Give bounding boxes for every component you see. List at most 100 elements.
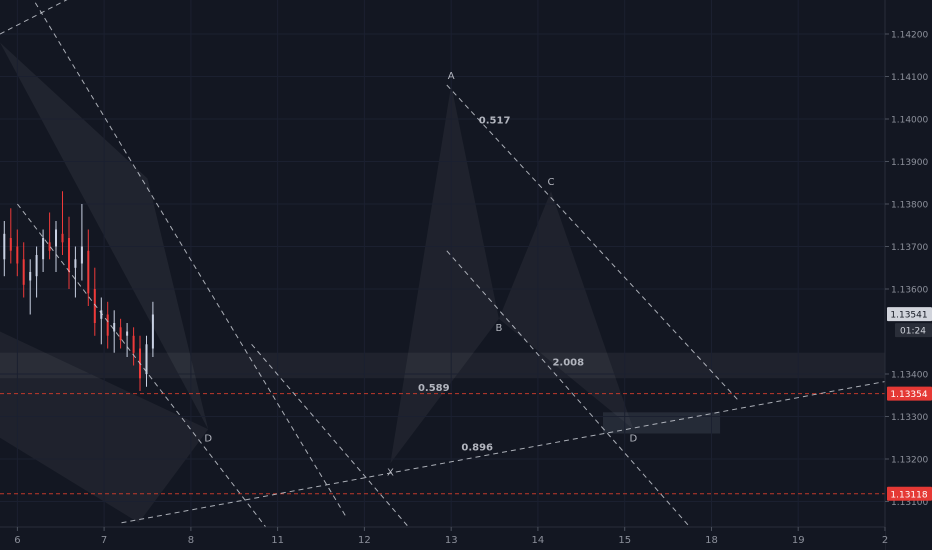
price-tick-label: 1.14000 bbox=[891, 116, 928, 126]
fib-ratio-label: 0.589 bbox=[418, 383, 450, 394]
price-tick-label: 1.13100 bbox=[891, 498, 928, 508]
price-badges: 1.13541 01:24 1.13354 1.13118 bbox=[887, 307, 932, 501]
candle bbox=[22, 242, 25, 298]
time-tick-label: 13 bbox=[445, 535, 458, 546]
time-tick-label: 7 bbox=[101, 535, 107, 546]
price-axis-panel[interactable] bbox=[885, 0, 932, 550]
pattern-labels: A B C D X D 0.517 2.008 0.589 0.896 bbox=[204, 71, 637, 478]
candle-body bbox=[74, 259, 77, 268]
candle bbox=[35, 246, 38, 298]
trendlines[interactable] bbox=[0, 0, 903, 532]
time-tick-label: 18 bbox=[705, 535, 718, 546]
price-tick-label: 1.13800 bbox=[891, 201, 928, 211]
candle-body bbox=[22, 259, 25, 285]
time-tick-label: 15 bbox=[618, 535, 631, 546]
candle bbox=[29, 259, 32, 315]
candle-body bbox=[93, 289, 96, 323]
candle bbox=[151, 301, 154, 357]
price-tick-label: 1.13900 bbox=[891, 158, 928, 168]
trendline-1[interactable] bbox=[446, 250, 691, 528]
price-tick-label: 1.13700 bbox=[891, 243, 928, 253]
pattern-triangle-xab bbox=[390, 85, 499, 464]
candle-body bbox=[145, 344, 148, 375]
candle bbox=[93, 267, 96, 336]
candle-body bbox=[16, 246, 19, 264]
trendline-2[interactable] bbox=[26, 0, 348, 519]
candle-body bbox=[9, 238, 12, 251]
candle-body bbox=[106, 314, 109, 336]
countdown-label: 01:24 bbox=[900, 327, 926, 337]
candle-body bbox=[80, 246, 83, 264]
candle-body bbox=[126, 331, 129, 336]
candle bbox=[9, 208, 12, 264]
candle-body bbox=[42, 238, 45, 260]
time-axis[interactable]: 6 7 8 11 12 13 14 15 18 19 2 bbox=[14, 527, 888, 546]
trendline-5[interactable] bbox=[121, 377, 903, 524]
time-tick-label: 14 bbox=[532, 535, 545, 546]
candle bbox=[68, 216, 70, 289]
last-price-badge bbox=[887, 307, 932, 322]
candle-body bbox=[29, 272, 32, 281]
candle-body bbox=[35, 255, 38, 277]
fib-ratio-label: 2.008 bbox=[552, 358, 584, 369]
price-tick-label: 1.13600 bbox=[891, 286, 928, 296]
candle bbox=[100, 297, 103, 345]
level-lower-badge bbox=[887, 486, 932, 501]
candle bbox=[113, 310, 116, 353]
level-upper-badge bbox=[887, 386, 932, 401]
candle-body bbox=[132, 335, 135, 353]
time-tick-label: 11 bbox=[271, 535, 284, 546]
horizontal-levels bbox=[0, 393, 885, 495]
price-tick-label: 1.13200 bbox=[891, 456, 928, 466]
candle bbox=[48, 212, 51, 260]
price-axis[interactable]: 1.14200 1.14100 1.14000 1.13900 1.13800 1.137… bbox=[885, 31, 928, 509]
candle bbox=[61, 191, 64, 255]
level-lower-label: 1.13118 bbox=[890, 490, 927, 500]
price-tick-label: 1.13400 bbox=[891, 371, 928, 381]
time-tick-label: 6 bbox=[14, 535, 20, 546]
level-upper-label: 1.13354 bbox=[890, 390, 927, 400]
pattern-point-label: B bbox=[495, 323, 502, 334]
candle-body bbox=[119, 327, 122, 340]
candle bbox=[119, 318, 122, 349]
candle bbox=[126, 323, 129, 357]
grid bbox=[0, 0, 886, 527]
time-tick-label: 19 bbox=[792, 535, 805, 546]
pattern-point-label: D bbox=[630, 433, 638, 444]
candle bbox=[106, 301, 109, 349]
candle-body bbox=[3, 233, 6, 260]
time-tick-label: 12 bbox=[358, 535, 371, 546]
pattern-point-label: C bbox=[548, 177, 555, 188]
fib-ratio-label: 0.896 bbox=[461, 443, 493, 454]
time-tick-label: 8 bbox=[188, 535, 194, 546]
price-tick-label: 1.13300 bbox=[891, 413, 928, 423]
candle bbox=[87, 229, 90, 306]
candle-body bbox=[100, 310, 103, 319]
pattern-point-label: D bbox=[204, 433, 212, 444]
pattern-point-label: A bbox=[448, 71, 455, 82]
candle bbox=[55, 221, 57, 272]
candle-body bbox=[61, 233, 64, 243]
price-tick-label: 1.14100 bbox=[891, 73, 928, 83]
price-tick-label: 1.14200 bbox=[891, 31, 928, 41]
candle-body bbox=[68, 238, 70, 272]
candle bbox=[132, 327, 135, 366]
candle bbox=[42, 229, 45, 272]
candle-body bbox=[55, 229, 57, 247]
candle bbox=[80, 204, 83, 281]
candle-body bbox=[113, 323, 116, 332]
candle bbox=[3, 221, 6, 277]
fib-ratio-label: 0.517 bbox=[479, 115, 511, 126]
countdown-badge bbox=[895, 323, 932, 338]
candle-body bbox=[48, 242, 51, 251]
candle bbox=[74, 246, 77, 298]
time-axis-panel[interactable] bbox=[0, 527, 885, 550]
time-tick-label: 2 bbox=[882, 535, 888, 546]
candles bbox=[3, 191, 154, 391]
candle bbox=[16, 229, 19, 277]
candle bbox=[145, 335, 148, 387]
trendline-3[interactable] bbox=[17, 203, 270, 532]
pattern-triangle-bcd bbox=[498, 191, 634, 430]
